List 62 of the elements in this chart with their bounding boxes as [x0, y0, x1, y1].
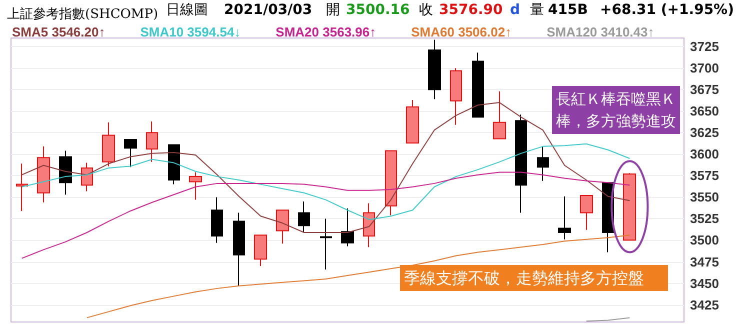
candlestick	[385, 150, 397, 216]
candlestick	[363, 202, 375, 248]
text: SMA10 3594.54↓	[140, 24, 241, 40]
text: 3500.16	[346, 2, 410, 18]
candlestick	[493, 90, 506, 140]
candlestick	[276, 210, 289, 244]
candlestick	[16, 163, 28, 212]
text: d	[510, 2, 520, 18]
line-series	[86, 234, 630, 318]
y-tick-label: 3600	[690, 146, 719, 162]
text: SMA20 3563.96↑	[276, 24, 376, 40]
candlestick	[428, 39, 441, 100]
candlestick	[341, 208, 354, 247]
candlestick	[623, 172, 636, 241]
text: 3576.90	[439, 2, 504, 18]
y-tick-label: 3450	[690, 276, 719, 291]
candlestick	[406, 99, 419, 144]
text: 開	[326, 2, 340, 18]
candlestick	[537, 146, 549, 182]
candlestick	[320, 218, 332, 270]
y-tick-label: 3625	[690, 125, 719, 140]
y-tick-label: 3425	[690, 297, 719, 312]
candlestick	[168, 144, 180, 185]
y-tick-label: 3500	[690, 232, 719, 248]
y-tick-label: 3700	[690, 60, 719, 76]
candlestick	[233, 212, 245, 286]
text: 日線圖	[166, 2, 208, 18]
candlestick	[59, 150, 72, 196]
candlestick	[189, 172, 202, 200]
candlestick	[211, 196, 223, 244]
y-tick-label: 3475	[690, 254, 719, 270]
chart-title: 上証參考指數(SHCOMP)	[7, 7, 158, 22]
text: SMA120 3410.43↑	[546, 24, 654, 40]
candlestick	[472, 52, 484, 118]
candlestick	[450, 68, 462, 126]
candlestick	[580, 194, 593, 230]
text: +68.31 (+1.95%)	[600, 2, 734, 18]
text: 收	[419, 2, 433, 18]
annotation: 長紅Ｋ棒吞噬黑Ｋ棒，多方強勢進攻	[556, 90, 676, 130]
y-tick-label: 3725	[690, 39, 719, 54]
text: 415B	[548, 2, 588, 18]
line-series	[21, 143, 630, 220]
line-series	[21, 172, 630, 259]
candlestick	[146, 120, 158, 162]
text: SMA5 3546.20↑	[12, 24, 106, 40]
y-tick-label: 3550	[690, 190, 719, 205]
candlestick	[37, 146, 50, 203]
text: 量	[530, 2, 544, 18]
y-tick-label: 3650	[690, 104, 719, 119]
candlestick	[254, 234, 267, 267]
y-tick-label: 3525	[690, 211, 719, 226]
candlestick	[102, 122, 115, 167]
y-tick-label: 3575	[690, 168, 719, 184]
candlestick	[124, 139, 137, 168]
candlestick	[558, 196, 571, 240]
text: 2021/03/03	[224, 2, 312, 18]
annotation: 季線支撐不破，走勢維持多方控盤	[404, 268, 644, 288]
text: SMA60 3506.02↑	[411, 24, 512, 40]
candlestick	[298, 201, 310, 233]
y-tick-label: 3675	[690, 82, 719, 98]
candlestick	[81, 162, 93, 192]
candlestick	[515, 114, 527, 214]
